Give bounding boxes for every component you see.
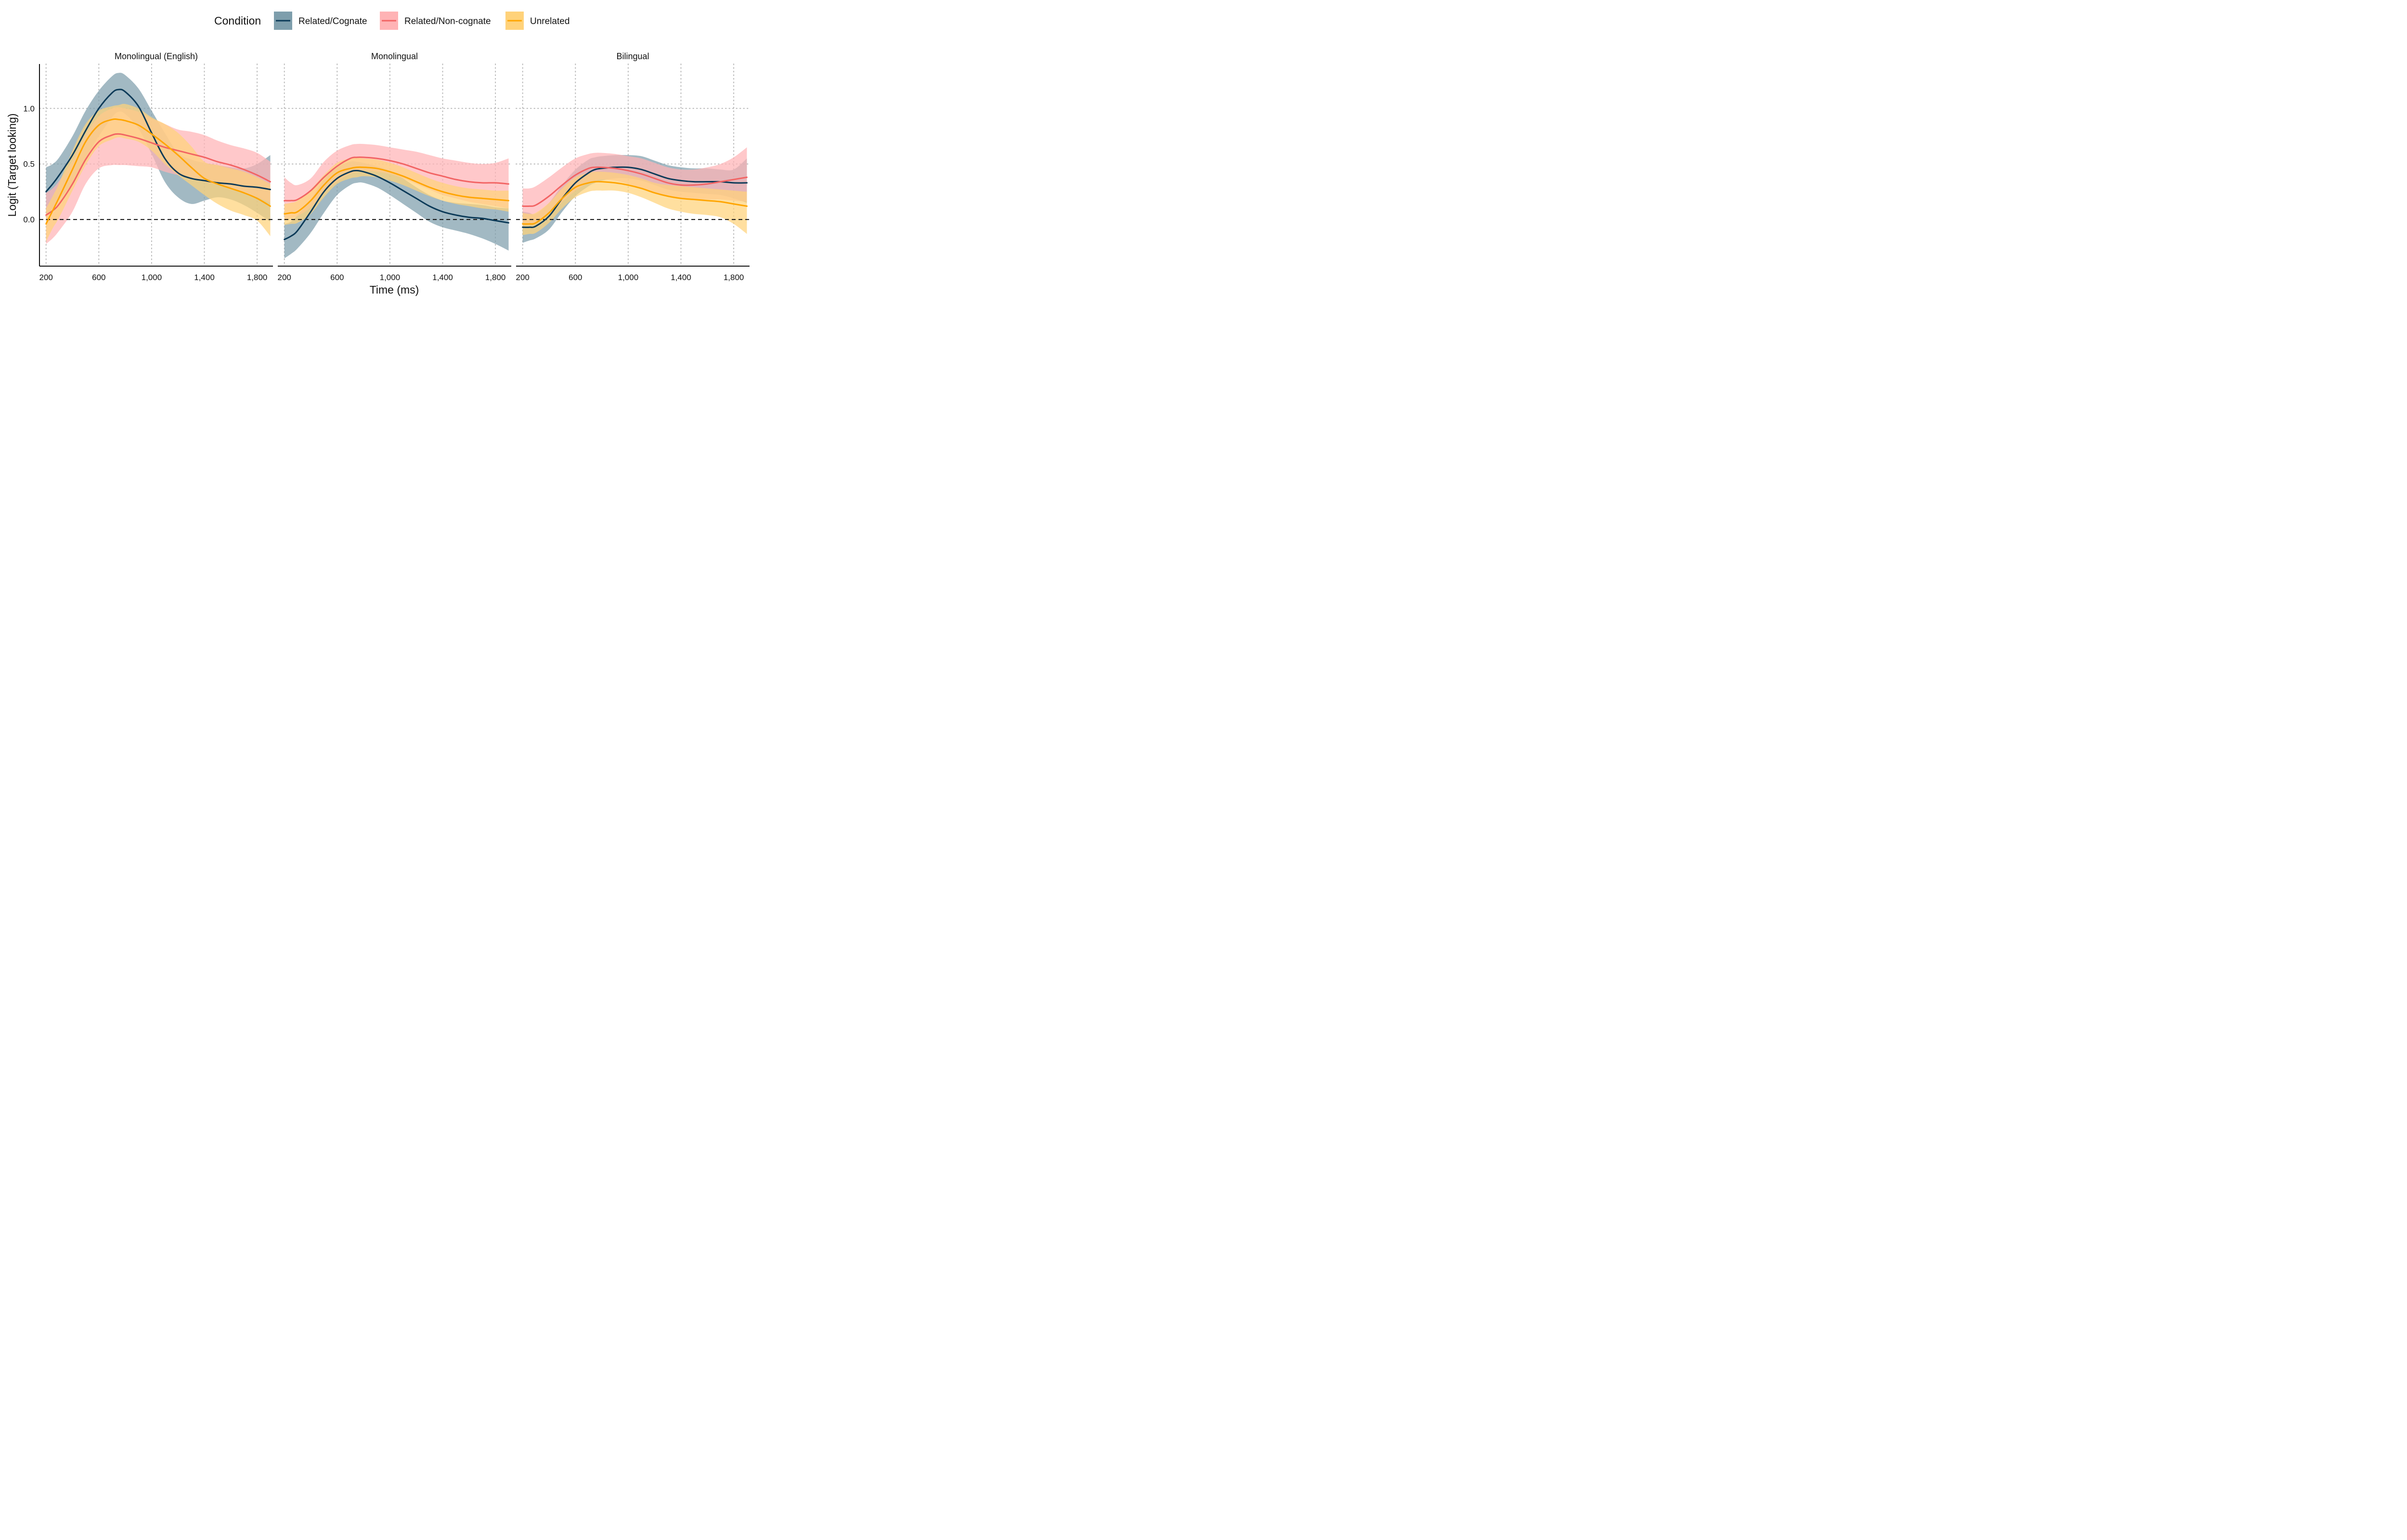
- x-tick-label: 1,800: [247, 273, 268, 282]
- confidence-band: [522, 171, 747, 235]
- x-tick-label: 200: [516, 273, 530, 282]
- y-tick-label: 0.0: [23, 215, 35, 224]
- x-tick-label: 200: [39, 273, 53, 282]
- x-axis-title: Time (ms): [370, 283, 419, 296]
- x-tick-label: 1,000: [142, 273, 162, 282]
- series-line: [522, 180, 748, 225]
- panel-title: Monolingual (English): [115, 51, 198, 61]
- x-tick-label: 1,800: [724, 273, 744, 282]
- x-tick-label: 600: [330, 273, 344, 282]
- legend-label: Unrelated: [530, 16, 569, 26]
- x-tick-label: 600: [92, 273, 105, 282]
- y-tick-label: 0.5: [23, 160, 35, 169]
- faceted-line-chart: Condition Related/Cognate Related/Non-cogn…: [6, 12, 750, 296]
- series-line: [284, 170, 510, 241]
- x-tick-label: 200: [278, 273, 291, 282]
- legend-label: Related/Non-cognate: [404, 16, 491, 26]
- series-line: [45, 133, 272, 216]
- y-axis-title: Logit (Target looking): [6, 114, 18, 217]
- confidence-band: [522, 147, 747, 225]
- series-line: [522, 166, 748, 228]
- series-line: [522, 166, 748, 207]
- confidence-band: [46, 103, 271, 242]
- x-tick-label: 600: [569, 273, 582, 282]
- y-tick-label: 1.0: [23, 104, 35, 113]
- x-tick-label: 1,400: [432, 273, 453, 282]
- series-line: [284, 166, 510, 215]
- x-tick-label: 1,400: [194, 273, 215, 282]
- series-line: [45, 89, 272, 192]
- series-line: [284, 156, 510, 202]
- panel-title: Bilingual: [616, 51, 649, 61]
- x-tick-label: 1,400: [671, 273, 691, 282]
- x-tick-label: 1,000: [618, 273, 639, 282]
- panel-title: Monolingual: [371, 51, 418, 61]
- legend-title: Condition: [214, 14, 261, 27]
- confidence-band: [284, 161, 509, 258]
- x-tick-label: 1,000: [380, 273, 401, 282]
- confidence-band: [284, 157, 509, 225]
- legend-label: Related/Cognate: [298, 16, 367, 26]
- series-line: [45, 118, 272, 225]
- x-tick-label: 1,800: [485, 273, 506, 282]
